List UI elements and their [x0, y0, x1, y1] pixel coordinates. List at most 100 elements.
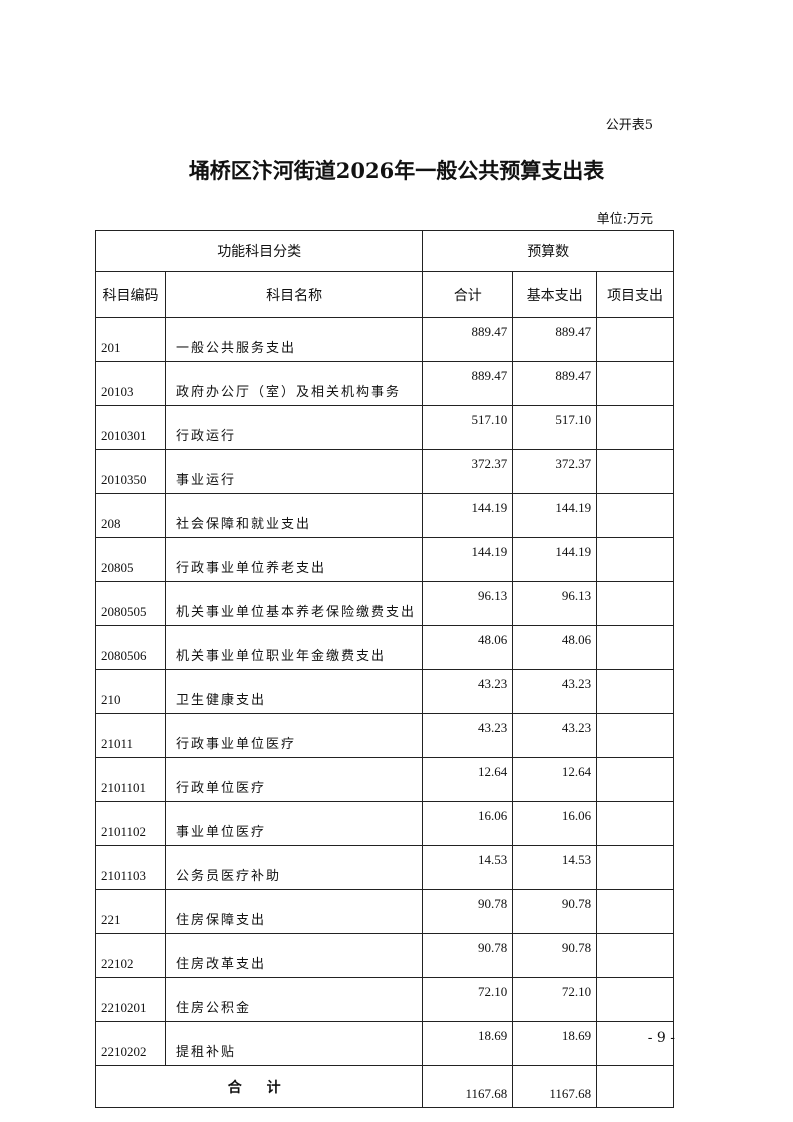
cell-name: 机关事业单位基本养老保险缴费支出 [164, 581, 424, 626]
cell-basic: 12.64 [512, 757, 598, 802]
cell-total: 90.78 [422, 889, 514, 934]
cell-code: 20103 [95, 361, 166, 406]
cell-name: 提租补贴 [164, 1021, 424, 1066]
cell-basic: 1167.68 [512, 1065, 598, 1108]
table-row: 201 一般公共服务支出 889.47 889.47 [95, 317, 674, 362]
total-label: 合 计 [94, 1065, 424, 1108]
cell-project [596, 713, 674, 758]
cell-project [596, 889, 674, 934]
cell-total: 144.19 [422, 537, 514, 582]
column-header-row: 科目编码 科目名称 合计 基本支出 项目支出 [95, 271, 674, 318]
table-row: 2010350 事业运行 372.37 372.37 [95, 449, 674, 494]
cell-project [596, 669, 674, 714]
cell-project [596, 757, 674, 802]
cell-total: 517.10 [422, 405, 514, 450]
cell-total: 16.06 [422, 801, 514, 846]
table-row: 21011 行政事业单位医疗 43.23 43.23 [95, 713, 674, 758]
cell-code: 221 [95, 889, 166, 934]
page-title: 埇桥区汴河街道2026年一般公共预算支出表 [188, 158, 605, 183]
cell-project [596, 933, 674, 978]
cell-name: 公务员医疗补助 [164, 845, 424, 890]
group-header-row: 功能科目分类 预算数 [94, 230, 674, 272]
cell-name: 行政事业单位养老支出 [164, 537, 424, 582]
page-number: - 9 - [647, 1030, 675, 1046]
cell-basic: 889.47 [512, 361, 598, 406]
cell-name: 事业单位医疗 [164, 801, 424, 846]
table-tag: 公开表5 [605, 118, 653, 133]
table-row: 2101101 行政单位医疗 12.64 12.64 [95, 757, 674, 802]
cell-name: 行政单位医疗 [164, 757, 424, 802]
budget-table: 功能科目分类 预算数 科目编码 科目名称 合计 基本支出 项目支出 201 一般公… [94, 230, 674, 1108]
column-header: 合计 [422, 271, 514, 318]
cell-name: 住房保障支出 [164, 889, 424, 934]
cell-code: 2080506 [95, 625, 166, 670]
cell-project [596, 801, 674, 846]
cell-total: 90.78 [422, 933, 514, 978]
table-row: 210 卫生健康支出 43.23 43.23 [95, 669, 674, 714]
cell-code: 201 [95, 317, 166, 362]
cell-name: 行政事业单位医疗 [164, 713, 424, 758]
cell-total: 889.47 [422, 317, 514, 362]
cell-total: 12.64 [422, 757, 514, 802]
cell-project [596, 1021, 674, 1066]
cell-name: 住房公积金 [164, 977, 424, 1022]
cell-basic: 43.23 [512, 669, 598, 714]
column-header: 项目支出 [596, 271, 674, 318]
cell-name: 行政运行 [164, 405, 424, 450]
table-row: 20805 行政事业单位养老支出 144.19 144.19 [95, 537, 674, 582]
table-row: 2080506 机关事业单位职业年金缴费支出 48.06 48.06 [95, 625, 674, 670]
cell-total: 144.19 [422, 493, 514, 538]
cell-code: 2080505 [95, 581, 166, 626]
cell-total: 43.23 [422, 669, 514, 714]
cell-basic: 144.19 [512, 537, 598, 582]
cell-code: 2210202 [95, 1021, 166, 1066]
cell-basic: 14.53 [512, 845, 598, 890]
cell-basic: 72.10 [512, 977, 598, 1022]
cell-name: 住房改革支出 [164, 933, 424, 978]
table-row: 2210202 提租补贴 18.69 18.69 [95, 1021, 674, 1066]
cell-code: 20805 [95, 537, 166, 582]
cell-total: 889.47 [422, 361, 514, 406]
cell-basic: 96.13 [512, 581, 598, 626]
total-row: 合 计 1167.68 1167.68 [94, 1065, 674, 1108]
cell-basic: 517.10 [512, 405, 598, 450]
cell-basic: 90.78 [512, 889, 598, 934]
cell-basic: 889.47 [512, 317, 598, 362]
cell-name: 社会保障和就业支出 [164, 493, 424, 538]
cell-basic: 372.37 [512, 449, 598, 494]
table-row: 22102 住房改革支出 90.78 90.78 [95, 933, 674, 978]
cell-code: 2101101 [95, 757, 166, 802]
cell-basic: 48.06 [512, 625, 598, 670]
cell-code: 210 [95, 669, 166, 714]
cell-project [596, 537, 674, 582]
cell-name: 卫生健康支出 [164, 669, 424, 714]
cell-total: 48.06 [422, 625, 514, 670]
cell-basic: 144.19 [512, 493, 598, 538]
cell-code: 2010301 [95, 405, 166, 450]
cell-code: 22102 [95, 933, 166, 978]
column-header: 基本支出 [512, 271, 598, 318]
cell-basic: 16.06 [512, 801, 598, 846]
cell-code: 21011 [95, 713, 166, 758]
cell-code: 2101103 [95, 845, 166, 890]
group-header-budget: 预算数 [422, 230, 674, 272]
table-row: 2101103 公务员医疗补助 14.53 14.53 [95, 845, 674, 890]
cell-total: 18.69 [422, 1021, 514, 1066]
cell-basic: 43.23 [512, 713, 598, 758]
table-row: 208 社会保障和就业支出 144.19 144.19 [95, 493, 674, 538]
column-header: 科目名称 [164, 271, 424, 318]
column-header: 科目编码 [95, 271, 166, 318]
cell-total: 14.53 [422, 845, 514, 890]
cell-project [596, 845, 674, 890]
cell-project [596, 449, 674, 494]
table-row: 2101102 事业单位医疗 16.06 16.06 [95, 801, 674, 846]
table-row: 2210201 住房公积金 72.10 72.10 [95, 977, 674, 1022]
cell-code: 2210201 [95, 977, 166, 1022]
cell-project [596, 405, 674, 450]
cell-name: 机关事业单位职业年金缴费支出 [164, 625, 424, 670]
cell-project [596, 977, 674, 1022]
cell-project [596, 317, 674, 362]
table-row: 221 住房保障支出 90.78 90.78 [95, 889, 674, 934]
cell-total: 372.37 [422, 449, 514, 494]
